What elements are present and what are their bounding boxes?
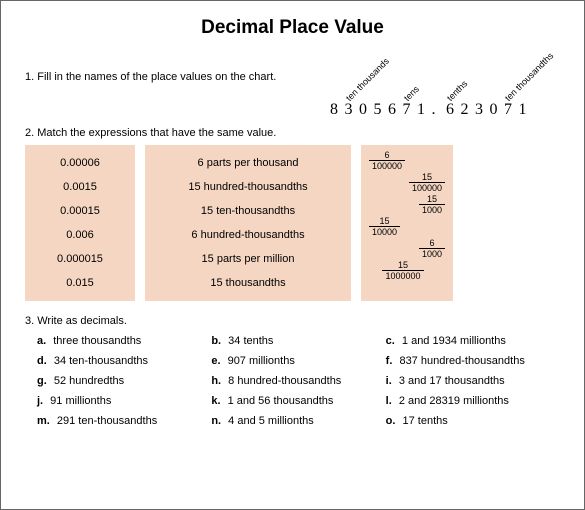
- q3-item-text: 907 millionths: [225, 355, 295, 367]
- q3-item-text: 1 and 56 thousandths: [225, 395, 334, 407]
- q3-item-letter: a.: [37, 335, 46, 347]
- q3-item: o. 17 tenths: [386, 415, 560, 427]
- q3-item-letter: l.: [386, 395, 392, 407]
- chart-digit: 6: [388, 101, 396, 119]
- place-value-chart: 8305671.623071ten thousandstenstenthsten…: [330, 51, 550, 125]
- q3-item: c. 1 and 1934 millionths: [386, 335, 560, 347]
- q3-item: a. three thousandths: [37, 335, 211, 347]
- chart-label: ten thousandths: [503, 51, 555, 103]
- q3-item: i. 3 and 17 thousandths: [386, 375, 560, 387]
- q2-word-value: 15 parts per million: [145, 247, 351, 271]
- q2-fraction: 15100000: [361, 171, 453, 193]
- q3-item: g. 52 hundredths: [37, 375, 211, 387]
- q3-item-letter: o.: [386, 415, 396, 427]
- q2-fraction: 1510000: [361, 215, 453, 237]
- q3-item-letter: k.: [211, 395, 220, 407]
- q3-item-text: three thousandths: [50, 335, 141, 347]
- page-title: Decimal Place Value: [25, 17, 560, 39]
- chart-digit: 6: [446, 101, 454, 119]
- q3-item-text: 837 hundred-thousandths: [396, 355, 524, 367]
- question-1: 1. Fill in the names of the place values…: [25, 57, 560, 127]
- q2-decimal-value: 0.015: [25, 271, 135, 295]
- chart-digit: 1: [519, 101, 527, 119]
- q3-item-text: 91 millionths: [47, 395, 111, 407]
- q3-item-text: 34 ten-thousandths: [51, 355, 148, 367]
- q3-item-letter: n.: [211, 415, 221, 427]
- q3-item-text: 34 tenths: [225, 335, 273, 347]
- q3-item: l. 2 and 28319 millionths: [386, 395, 560, 407]
- q3-item-text: 4 and 5 millionths: [225, 415, 314, 427]
- q1-prompt: 1. Fill in the names of the place values…: [25, 71, 276, 83]
- q3-item-letter: h.: [211, 375, 221, 387]
- q3-grid: a. three thousandthsb. 34 tenthsc. 1 and…: [37, 335, 560, 427]
- q2-col-fractions: 6100000151000001510001510000610001510000…: [361, 145, 453, 301]
- q2-fraction: 151000: [361, 193, 453, 215]
- q2-decimal-value: 0.00015: [25, 199, 135, 223]
- q2-decimal-value: 0.0015: [25, 175, 135, 199]
- chart-digit: 8: [330, 101, 338, 119]
- q3-item-text: 1 and 1934 millionths: [399, 335, 506, 347]
- q2-word-value: 15 thousandths: [145, 271, 351, 295]
- q2-fraction: 6100000: [361, 149, 453, 171]
- chart-digit: .: [432, 101, 436, 119]
- q2-col-words: 6 parts per thousand15 hundred-thousandt…: [145, 145, 351, 301]
- q3-item-letter: b.: [211, 335, 221, 347]
- q2-word-value: 15 ten-thousandths: [145, 199, 351, 223]
- chart-label: ten thousands: [343, 56, 390, 103]
- q2-word-value: 15 hundred-thousandths: [145, 175, 351, 199]
- q3-prompt: 3. Write as decimals.: [25, 315, 560, 327]
- q2-decimal-value: 0.000015: [25, 247, 135, 271]
- q3-item-text: 52 hundredths: [51, 375, 124, 387]
- q2-fraction: 151000000: [361, 259, 453, 281]
- chart-digit: 7: [504, 101, 512, 119]
- chart-digit: 7: [403, 101, 411, 119]
- q2-word-value: 6 hundred-thousandths: [145, 223, 351, 247]
- q3-item-text: 3 and 17 thousandths: [396, 375, 505, 387]
- q2-col-decimals: 0.000060.00150.000150.0060.0000150.015: [25, 145, 135, 301]
- q3-item-letter: g.: [37, 375, 47, 387]
- q3-item-letter: m.: [37, 415, 50, 427]
- q3-item-text: 291 ten-thousandths: [54, 415, 157, 427]
- q3-item: f. 837 hundred-thousandths: [386, 355, 560, 367]
- q3-item-letter: d.: [37, 355, 47, 367]
- q3-item: d. 34 ten-thousandths: [37, 355, 211, 367]
- q3-item: e. 907 millionths: [211, 355, 385, 367]
- q3-item-letter: f.: [386, 355, 393, 367]
- chart-digit: 3: [475, 101, 483, 119]
- q2-decimal-value: 0.00006: [25, 151, 135, 175]
- q3-item-text: 17 tenths: [399, 415, 447, 427]
- q3-item: n. 4 and 5 millionths: [211, 415, 385, 427]
- q3-item-letter: e.: [211, 355, 220, 367]
- q3-item: k. 1 and 56 thousandths: [211, 395, 385, 407]
- q2-decimal-value: 0.006: [25, 223, 135, 247]
- chart-digit: 1: [417, 101, 425, 119]
- q3-item: m. 291 ten-thousandths: [37, 415, 211, 427]
- chart-digit: 5: [374, 101, 382, 119]
- q3-item-letter: j.: [37, 395, 43, 407]
- q3-item-letter: c.: [386, 335, 395, 347]
- q2-word-value: 6 parts per thousand: [145, 151, 351, 175]
- q3-item-text: 8 hundred-thousandths: [225, 375, 341, 387]
- q3-item-text: 2 and 28319 millionths: [396, 395, 509, 407]
- chart-digit: 0: [359, 101, 367, 119]
- q3-item: h. 8 hundred-thousandths: [211, 375, 385, 387]
- chart-label: tenths: [445, 79, 469, 103]
- chart-digit: 2: [461, 101, 469, 119]
- q3-item-letter: i.: [386, 375, 392, 387]
- q2-columns: 0.000060.00150.000150.0060.0000150.015 6…: [25, 145, 560, 301]
- q2-prompt: 2. Match the expressions that have the s…: [25, 127, 560, 139]
- q3-item: b. 34 tenths: [211, 335, 385, 347]
- chart-digit: 3: [345, 101, 353, 119]
- q2-fraction: 61000: [361, 237, 453, 259]
- chart-digit: 0: [490, 101, 498, 119]
- q3-item: j. 91 millionths: [37, 395, 211, 407]
